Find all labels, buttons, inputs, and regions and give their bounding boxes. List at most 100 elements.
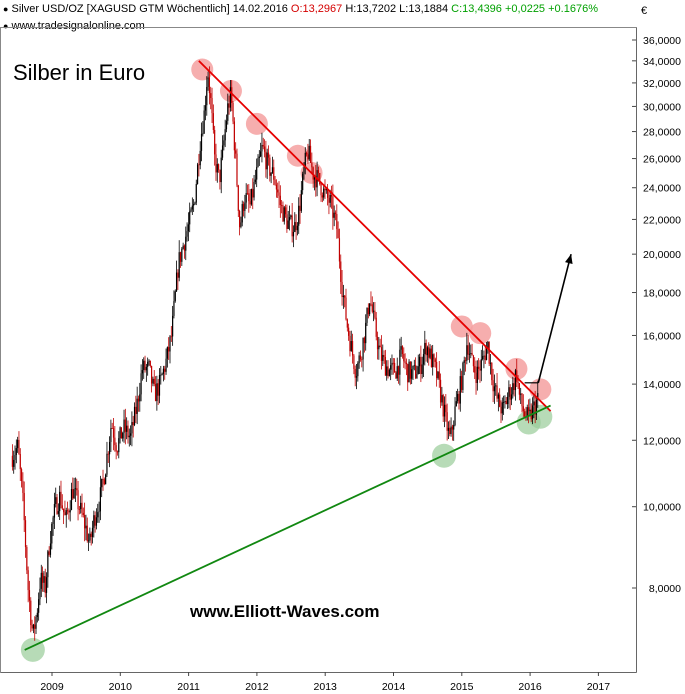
candle-body — [18, 439, 20, 455]
candle-body — [64, 512, 66, 516]
candle-body — [527, 407, 530, 412]
candle-body — [292, 231, 295, 237]
candle-body — [245, 193, 247, 203]
website-line: ● www.tradesignalonline.com — [3, 20, 145, 32]
candle-body — [212, 113, 214, 130]
candle-body — [49, 543, 52, 555]
candle-body — [303, 167, 305, 174]
candle-body — [354, 368, 356, 378]
candle-body — [170, 336, 172, 338]
plot-border — [0, 27, 637, 673]
candle-body — [367, 307, 369, 315]
candle-body — [131, 422, 133, 434]
candle-body — [256, 167, 258, 180]
candle-body — [69, 509, 71, 513]
candle-body — [409, 361, 411, 379]
candle-body — [491, 362, 493, 381]
candle-body — [244, 202, 246, 211]
candle-body — [137, 398, 140, 402]
candle-body — [506, 396, 509, 405]
candle-body — [388, 369, 390, 377]
candle-body — [169, 336, 171, 352]
support-touch-marker — [528, 404, 553, 429]
candle-body — [23, 492, 25, 521]
y-tick-label: 24,0000 — [643, 183, 681, 195]
candle-body — [442, 395, 444, 417]
candle-body — [353, 355, 355, 369]
candle-body — [462, 362, 464, 390]
candle-body — [330, 195, 333, 197]
candle-body — [98, 511, 100, 513]
candle-body — [504, 401, 506, 403]
candle-body — [82, 512, 84, 515]
candle-body — [99, 487, 101, 512]
candle-body — [413, 365, 415, 367]
candle-body — [284, 207, 287, 215]
candle-body — [53, 503, 56, 518]
candle-body — [189, 211, 191, 225]
candle-body — [294, 222, 296, 232]
candle-body — [101, 478, 103, 488]
candle-body — [166, 347, 168, 359]
candle-body — [223, 140, 225, 146]
candle-body — [286, 214, 288, 229]
candle-body — [417, 366, 419, 375]
candle-body — [250, 189, 253, 205]
candle-body — [450, 426, 452, 435]
candle-body — [411, 369, 413, 379]
candle-body — [27, 570, 29, 591]
candle-body — [338, 238, 341, 262]
candle-body — [337, 229, 339, 239]
candle-body — [14, 455, 16, 460]
x-tick-label: 2017 — [587, 681, 611, 693]
candle-body — [359, 355, 362, 360]
candle-body — [485, 347, 488, 360]
candle-body — [514, 370, 517, 391]
candle-body — [492, 380, 494, 392]
candle-body — [240, 222, 242, 228]
candle-body — [425, 342, 427, 356]
candle-body — [309, 145, 312, 163]
change-pct-value: +0.1676% — [548, 3, 598, 15]
candle-body — [459, 376, 461, 404]
instrument-label: Silver USD/OZ [XAGUSD GTM Wöchentlich] 1… — [11, 3, 288, 15]
candle-body — [363, 337, 365, 344]
candle-body — [97, 512, 99, 518]
candle-body — [480, 359, 482, 371]
y-tick-label: 18,0000 — [643, 288, 681, 300]
candle-body — [191, 205, 193, 210]
candle-body — [63, 508, 65, 513]
candle-body — [500, 406, 502, 414]
candle-body — [127, 425, 129, 438]
candle-body — [348, 327, 350, 336]
candle-body — [28, 590, 31, 601]
candle-body — [73, 489, 75, 499]
candle-body — [41, 572, 44, 583]
candle-body — [248, 193, 250, 202]
candle-body — [447, 427, 450, 431]
candle-body — [31, 625, 33, 629]
candle-body — [443, 404, 446, 417]
candle-body — [173, 301, 175, 316]
candle-body — [432, 354, 434, 368]
candle-body — [216, 164, 218, 173]
candle-body — [90, 533, 92, 537]
candle-body — [241, 204, 243, 223]
candle-body — [214, 129, 216, 155]
candle-body — [267, 152, 270, 158]
candle-body — [455, 401, 457, 407]
support-trendline — [24, 404, 551, 651]
x-tick-label: 2015 — [450, 681, 474, 693]
candle-body — [210, 93, 212, 99]
candle-body — [160, 374, 162, 376]
candle-body — [451, 426, 453, 430]
candle-body — [224, 129, 226, 141]
candle-body — [408, 361, 410, 383]
candle-body — [520, 393, 522, 395]
candle-body — [319, 172, 321, 184]
candle-body — [489, 362, 492, 364]
candle-body — [236, 153, 238, 186]
candle-body — [74, 488, 77, 490]
candle-body — [263, 146, 266, 152]
candle-body — [172, 315, 174, 337]
